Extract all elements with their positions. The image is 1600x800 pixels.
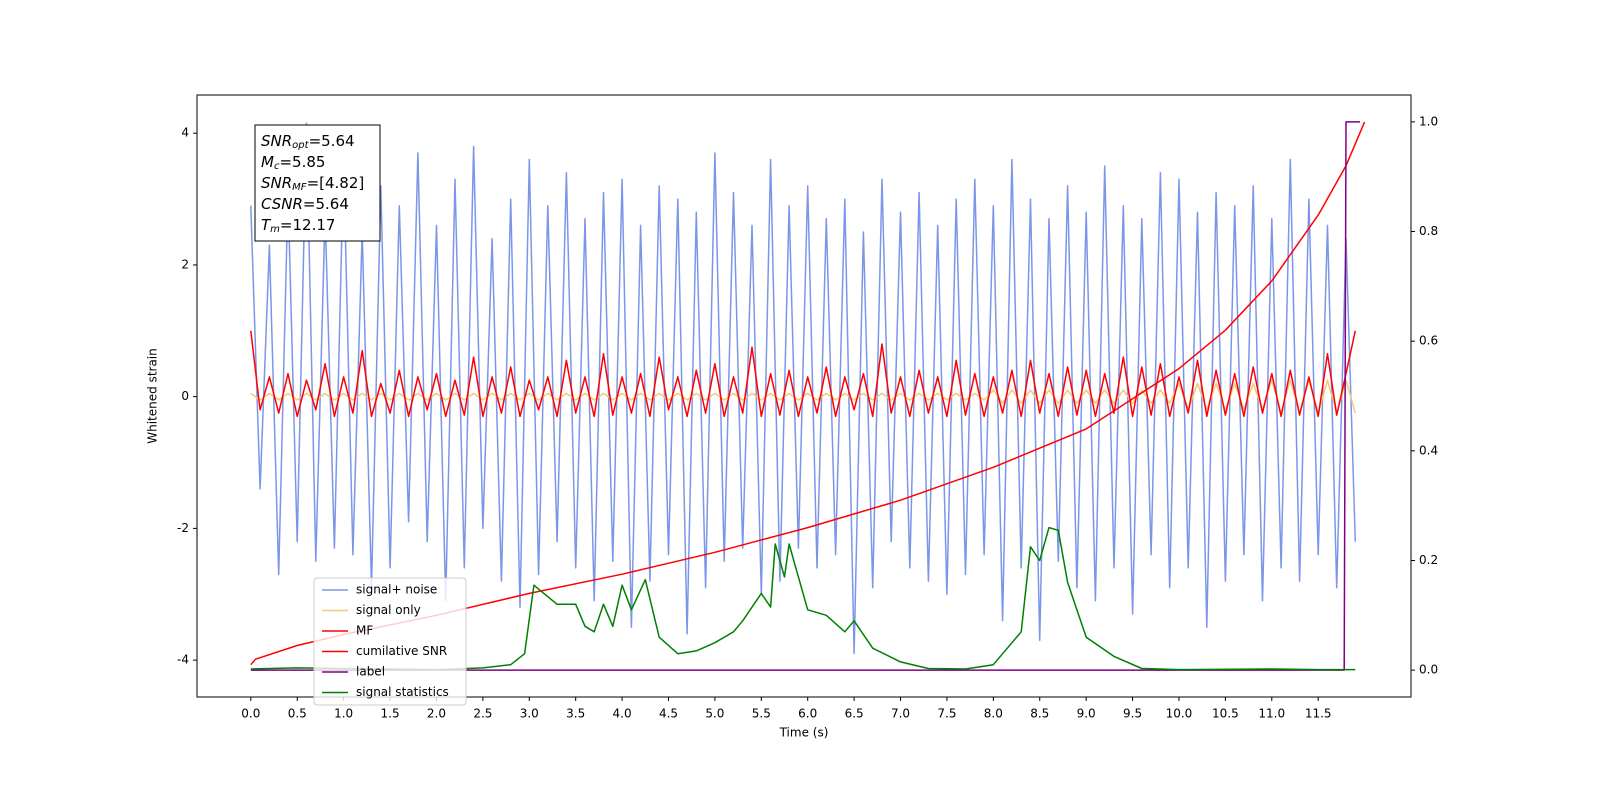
x-tick-label: 6.0 — [798, 707, 817, 721]
annotation-line: CSNR=5.64 — [261, 195, 349, 213]
annotation-line: Mc=5.85 — [261, 153, 325, 173]
axes-frame — [196, 94, 1412, 698]
x-tick-label: 4.0 — [613, 707, 632, 721]
annotation-box: SNRopt=5.64Mc=5.85SNRMF=[4.82]CSNR=5.64T… — [254, 124, 381, 242]
x-tick-label: 2.0 — [427, 707, 446, 721]
annotation-symbol: SNR — [261, 174, 292, 192]
legend-label: signal statistics — [356, 685, 449, 699]
annotation-value: =[4.82] — [307, 174, 365, 192]
y-tick-label: 0 — [181, 389, 189, 403]
y-axis-label: Whitened strain — [146, 348, 160, 444]
x-tick-label: 5.5 — [752, 707, 771, 721]
legend-label: cumilative SNR — [356, 644, 447, 658]
y2-tick-label: 0.8 — [1419, 224, 1438, 238]
x-tick-label: 4.5 — [659, 707, 678, 721]
annotation-subscript: opt — [292, 140, 309, 151]
annotation-subscript: MF — [292, 182, 307, 193]
series-line — [250, 526, 1356, 671]
y2-tick-label: 0.4 — [1419, 443, 1438, 457]
y-tick-label: 2 — [181, 257, 189, 271]
series-line — [250, 121, 1360, 671]
x-tick-label: 10.0 — [1166, 707, 1193, 721]
x-tick-label: 5.0 — [705, 707, 724, 721]
x-tick-label: 7.0 — [891, 707, 910, 721]
annotation-value: =5.64 — [303, 195, 349, 213]
annotation-symbol: T — [261, 216, 272, 234]
y-tick-label: -2 — [177, 521, 189, 535]
legend-label: MF — [356, 624, 373, 638]
annotation-line: Tm=12.17 — [261, 216, 335, 236]
annotation-symbol: CSNR — [261, 195, 303, 213]
legend-frame — [313, 577, 467, 706]
annotation-line: SNRMF=[4.82] — [261, 174, 364, 194]
x-tick-label: 8.5 — [1030, 707, 1049, 721]
x-tick-label: 1.0 — [334, 707, 353, 721]
x-tick-label: 10.5 — [1212, 707, 1239, 721]
series-line — [250, 122, 1357, 655]
legend: signal+ noise signal only MF cumilative SNR… — [313, 577, 467, 706]
series-line — [250, 330, 1357, 418]
y-tick-label: 4 — [181, 126, 189, 140]
y2-tick-label: 0.0 — [1419, 663, 1438, 677]
x-tick-label: 7.5 — [937, 707, 956, 721]
annotation-subscript: m — [270, 224, 280, 235]
y2-tick-label: 1.0 — [1419, 114, 1438, 128]
y2-tick-label: 0.6 — [1419, 334, 1438, 348]
x-tick-label: 11.0 — [1258, 707, 1285, 721]
annotation-symbol: SNR — [261, 132, 292, 150]
x-tick-label: 0.5 — [288, 707, 307, 721]
annotation-symbol: M — [261, 153, 274, 171]
x-tick-label: 9.0 — [1077, 707, 1096, 721]
x-tick-label: 9.5 — [1123, 707, 1142, 721]
annotation-line: SNRopt=5.64 — [261, 132, 355, 152]
annotation-frame — [254, 124, 381, 242]
y-tick-label: -4 — [177, 653, 189, 667]
x-tick-label: 6.5 — [845, 707, 864, 721]
x-tick-label: 3.5 — [566, 707, 585, 721]
annotation-subscript: c — [274, 161, 280, 172]
x-tick-label: 0.0 — [241, 707, 260, 721]
annotation-value: =5.85 — [279, 153, 325, 171]
legend-label: signal only — [356, 603, 421, 617]
annotation-value: =12.17 — [280, 216, 336, 234]
legend-label: label — [356, 665, 385, 679]
legend-label: signal+ noise — [356, 583, 437, 597]
x-tick-label: 1.5 — [381, 707, 400, 721]
x-tick-label: 8.0 — [984, 707, 1003, 721]
x-axis-label: Time (s) — [779, 726, 829, 740]
y2-tick-label: 0.2 — [1419, 553, 1438, 567]
annotation-value: =5.64 — [309, 132, 355, 150]
x-tick-label: 2.5 — [473, 707, 492, 721]
x-tick-label: 11.5 — [1305, 707, 1332, 721]
x-tick-label: 3.0 — [520, 707, 539, 721]
